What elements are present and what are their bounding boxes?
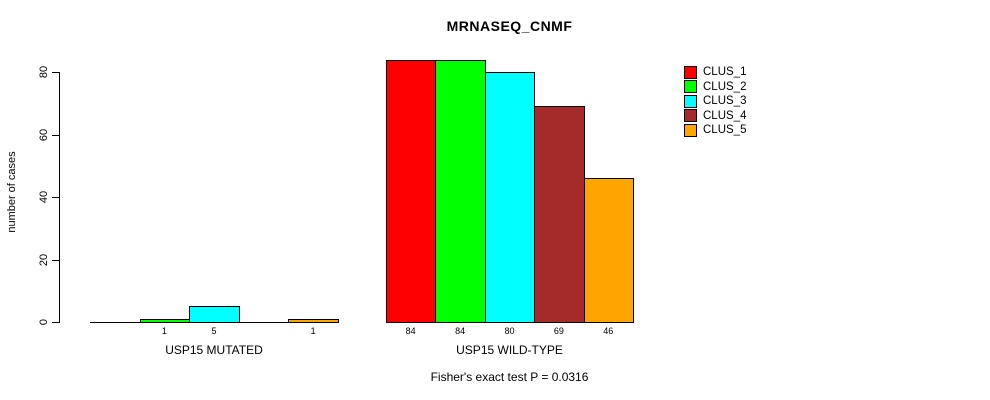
bar-value-label: 80 (504, 326, 515, 336)
y-axis-tick-label: 0 (38, 318, 50, 326)
y-axis-tick-label: 20 (38, 253, 50, 266)
bar-clus_4-group1 (534, 106, 585, 323)
y-axis-tick (52, 259, 59, 261)
bar-value-label: 46 (603, 326, 614, 336)
bar-value-label: 1 (161, 326, 167, 336)
legend-label: CLUS_1 (703, 66, 747, 79)
legend-swatch-clus-2 (684, 80, 697, 94)
y-axis-tick-label: 40 (38, 190, 50, 204)
legend-label: CLUS_2 (703, 80, 747, 93)
legend-label: CLUS_3 (703, 95, 747, 108)
legend-label: CLUS_4 (703, 109, 747, 122)
y-axis-title: number of cases (6, 151, 18, 233)
legend-swatch-clus-4 (684, 109, 697, 123)
bar-clus_2-group1 (435, 59, 486, 323)
legend-swatch-clus-1 (684, 65, 697, 79)
legend-item: CLUS_4 (684, 109, 746, 124)
bar-value-label: 5 (211, 326, 217, 336)
chart-title: MRNASEQ_CNMF (446, 18, 573, 34)
fisher-test-footnote: Fisher's exact test P = 0.0316 (430, 370, 589, 384)
bar-clus_3-group0 (189, 306, 240, 323)
y-axis-tick (52, 134, 59, 136)
x-group-label-wildtype: USP15 WILD-TYPE (456, 343, 563, 357)
y-axis-line (59, 72, 60, 323)
y-axis-tick (52, 197, 59, 198)
bar-clus_5-group1 (583, 178, 634, 323)
bar-value-label: 84 (455, 326, 466, 336)
legend-item: CLUS_2 (684, 80, 746, 95)
x-group-label-mutated: USP15 MUTATED (165, 343, 263, 357)
bar-clus_1-group1 (386, 59, 437, 323)
bar-clus_2-group0 (139, 318, 191, 323)
y-axis-tick (52, 322, 59, 323)
legend-item: CLUS_5 (684, 123, 746, 138)
legend-item: CLUS_1 (684, 65, 746, 80)
bar-value-label: 1 (310, 326, 316, 336)
y-axis-tick-label: 80 (38, 65, 50, 79)
legend-label: CLUS_5 (703, 124, 747, 137)
y-axis-tick-label: 60 (38, 128, 50, 141)
legend-swatch-clus-3 (684, 94, 697, 108)
bar-value-label: 69 (553, 326, 564, 336)
legend-swatch-clus-5 (684, 123, 697, 137)
bar-value-label: 84 (405, 326, 416, 336)
bar-clus_3-group1 (484, 72, 536, 323)
legend: CLUS_1 CLUS_2 CLUS_3 CLUS_4 CLUS_5 (684, 65, 746, 138)
y-axis-tick (52, 72, 59, 73)
bar-clus_5-group0 (288, 318, 339, 323)
legend-item: CLUS_3 (684, 94, 746, 109)
